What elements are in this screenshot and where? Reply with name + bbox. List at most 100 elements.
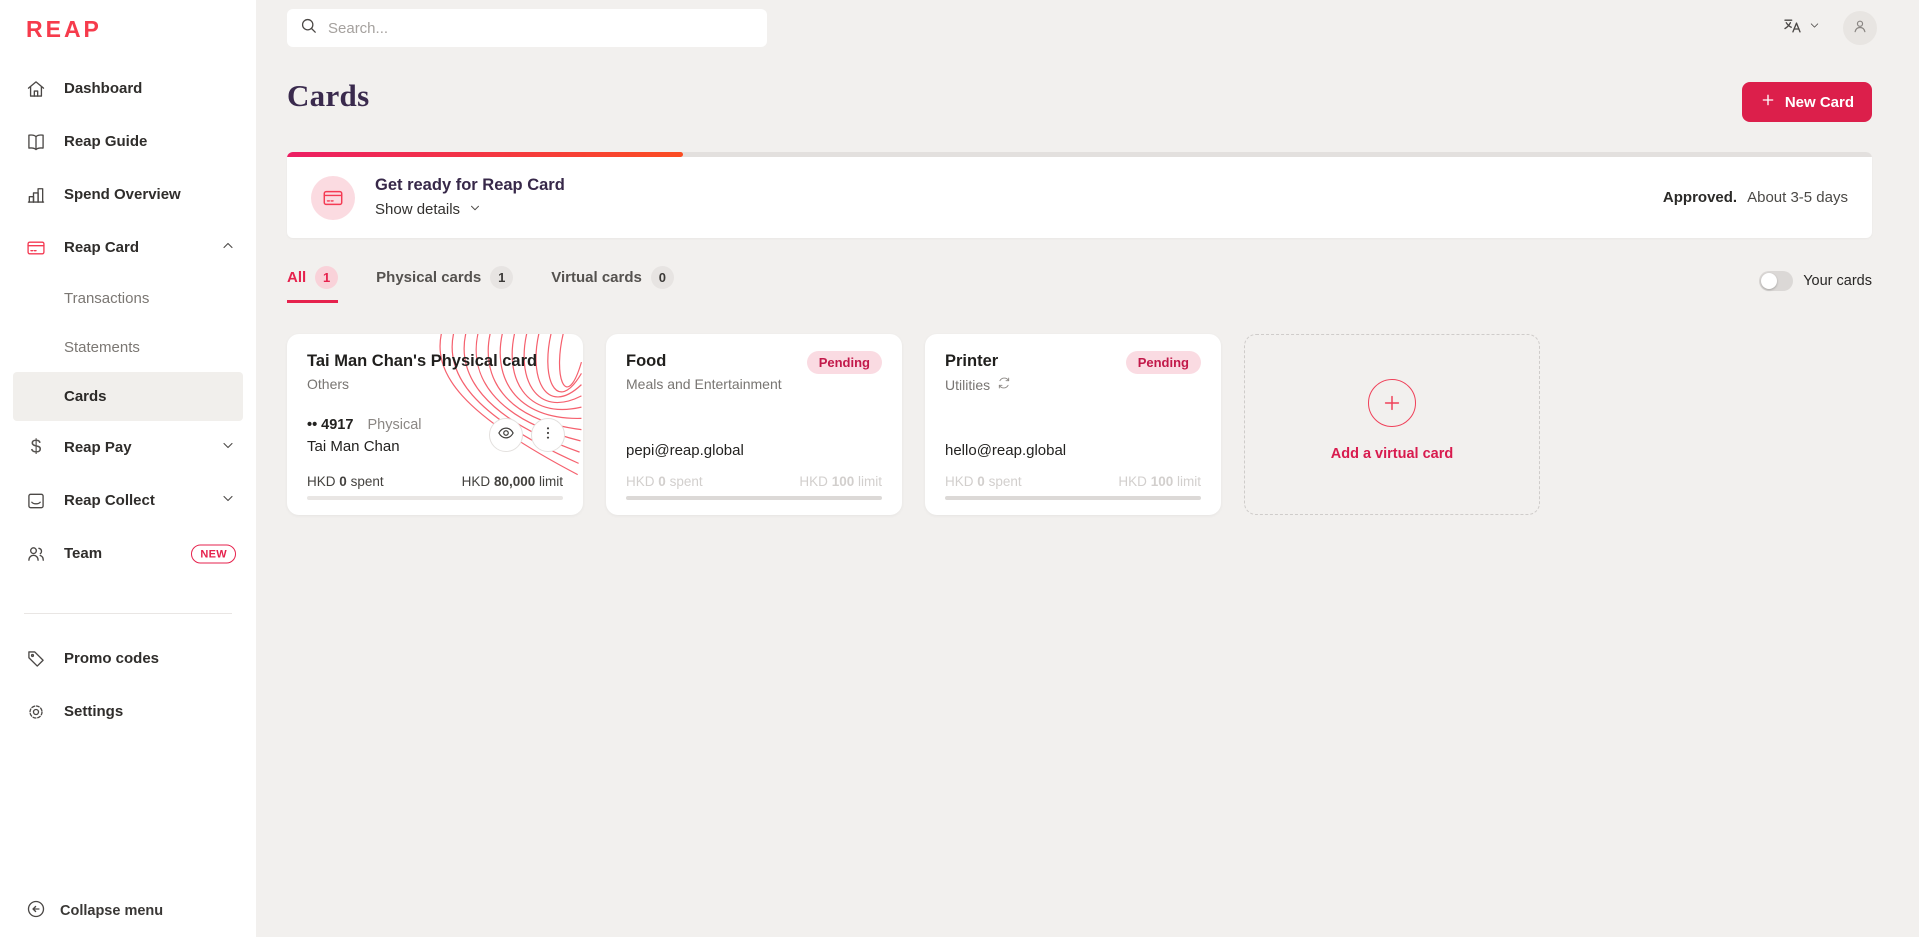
cards-grid: Tai Man Chan's Physical card Others •• 4… — [287, 334, 1540, 515]
tab-label: Physical cards — [376, 269, 482, 286]
banner-title: Get ready for Reap Card — [375, 175, 565, 194]
new-badge: NEW — [191, 544, 236, 563]
add-virtual-card-button[interactable]: Add a virtual card — [1244, 334, 1540, 515]
tab-count-badge: 1 — [490, 266, 514, 289]
spend-progress-bar — [307, 496, 563, 500]
card-filter-tabs: All 1 Physical cards 1 Virtual cards 0 — [287, 266, 674, 303]
translate-icon — [1782, 16, 1803, 41]
sidebar-nav: Dashboard Reap Guide Spend Overview Reap… — [0, 62, 256, 738]
sidebar-item-label: Dashboard — [64, 80, 143, 97]
topbar-actions — [1782, 11, 1877, 45]
card-tile-physical[interactable]: Tai Man Chan's Physical card Others •• 4… — [287, 334, 583, 515]
add-virtual-card-label: Add a virtual card — [1330, 446, 1454, 462]
recurring-icon — [997, 376, 1011, 393]
spend-progress-bar — [626, 496, 882, 500]
bar-chart-icon — [26, 185, 46, 205]
tab-label: All — [287, 269, 307, 286]
status-detail: About 3-5 days — [1747, 189, 1848, 206]
sidebar-item-reap-guide[interactable]: Reap Guide — [0, 115, 256, 168]
card-category: Meals and Entertainment — [626, 376, 782, 392]
spent-amount: HKD 0 spent — [945, 474, 1022, 489]
status-badge: Pending — [806, 351, 882, 374]
banner-progress-fill — [287, 152, 684, 157]
card-spend-summary: HKD 0 spent HKD 100 limit — [945, 474, 1201, 489]
sidebar-item-dashboard[interactable]: Dashboard — [0, 62, 256, 115]
card-masked-number: •• 4917 — [307, 417, 354, 433]
limit-amount: HKD 100 limit — [1118, 474, 1201, 489]
plus-icon — [1760, 92, 1776, 112]
reap-card-banner: Get ready for Reap Card Show details App… — [287, 152, 1872, 238]
show-details-button[interactable]: Show details — [375, 201, 482, 219]
sidebar-item-transactions[interactable]: Transactions — [0, 274, 256, 323]
search-bar — [287, 9, 767, 47]
sidebar-item-cards[interactable]: Cards — [13, 372, 243, 421]
sidebar: REAP Dashboard Reap Guide Spend Overview — [0, 0, 256, 937]
collapse-menu-button[interactable]: Collapse menu — [26, 899, 163, 923]
banner-text: Get ready for Reap Card Show details — [375, 176, 1663, 220]
user-avatar[interactable] — [1843, 11, 1877, 45]
chevron-down-icon — [468, 201, 482, 219]
sidebar-item-label: Team — [64, 545, 103, 562]
sidebar-item-reap-card[interactable]: Reap Card — [0, 221, 256, 274]
card-tile-food[interactable]: Food Meals and Entertainment Pending pep… — [606, 334, 902, 515]
sidebar-item-reap-pay[interactable]: $ Reap Pay — [0, 421, 256, 474]
banner-progress-track — [287, 152, 1872, 157]
sidebar-item-label: Spend Overview — [64, 186, 181, 203]
plus-circle-icon — [1368, 379, 1416, 427]
card-details: •• 4917 Physical Tai Man Chan — [307, 417, 421, 455]
your-cards-toggle-group: Your cards — [1759, 271, 1872, 291]
card-owner-email: pepi@reap.global — [626, 442, 744, 459]
tag-icon — [26, 649, 46, 669]
sidebar-item-label: Reap Card — [64, 239, 140, 256]
team-icon — [26, 544, 46, 564]
spend-progress-bar — [945, 496, 1201, 500]
tab-all[interactable]: All 1 — [287, 266, 339, 303]
language-selector[interactable] — [1782, 16, 1821, 41]
sidebar-item-reap-collect[interactable]: Reap Collect — [0, 474, 256, 527]
card-title: Food — [626, 352, 667, 370]
sidebar-item-settings[interactable]: Settings — [0, 685, 256, 738]
status-approved: Approved. — [1662, 189, 1738, 206]
tab-count-badge: 0 — [650, 266, 674, 289]
sidebar-divider — [24, 613, 232, 614]
collapse-menu-label: Collapse menu — [60, 903, 164, 919]
status-badge: Pending — [1125, 351, 1201, 374]
reveal-card-button[interactable] — [489, 418, 523, 452]
sidebar-item-statements[interactable]: Statements — [0, 323, 256, 372]
chevron-up-icon — [220, 237, 236, 258]
dollar-icon: $ — [30, 436, 42, 458]
eye-icon — [497, 424, 515, 447]
page-title: Cards — [287, 78, 370, 113]
show-details-label: Show details — [375, 201, 461, 219]
sidebar-item-spend-overview[interactable]: Spend Overview — [0, 168, 256, 221]
your-cards-label: Your cards — [1803, 273, 1872, 289]
collapse-arrow-icon — [26, 899, 46, 924]
new-card-button[interactable]: New Card — [1741, 82, 1872, 122]
search-input[interactable] — [328, 19, 755, 37]
limit-amount: HKD 80,000 limit — [461, 474, 563, 489]
kebab-menu-icon — [540, 425, 556, 446]
card-tile-printer[interactable]: Printer Utilities Pending hello@reap.glo… — [925, 334, 1221, 515]
chevron-down-icon — [1808, 19, 1821, 37]
tab-label: Virtual cards — [551, 269, 642, 286]
card-menu-button[interactable] — [531, 418, 565, 452]
sidebar-item-label: Reap Pay — [64, 439, 132, 456]
card-icon-circle — [311, 175, 355, 220]
sidebar-item-label: Reap Collect — [64, 492, 155, 509]
limit-amount: HKD 100 limit — [799, 474, 882, 489]
chevron-down-icon — [220, 490, 236, 511]
toggle-knob — [1761, 273, 1778, 289]
sidebar-item-promo-codes[interactable]: Promo codes — [0, 632, 256, 685]
sidebar-subitem-label: Cards — [64, 388, 107, 405]
sidebar-item-team[interactable]: Team NEW — [0, 527, 256, 580]
gear-icon — [26, 702, 46, 722]
sidebar-subitem-label: Statements — [64, 339, 140, 356]
search-icon — [299, 16, 318, 40]
tab-virtual-cards[interactable]: Virtual cards 0 — [551, 266, 674, 303]
spent-amount: HKD 0 spent — [307, 474, 384, 489]
banner-status: Approved. About 3-5 days — [1663, 189, 1848, 206]
your-cards-toggle[interactable] — [1759, 271, 1794, 291]
card-category: Utilities — [945, 376, 991, 393]
tab-physical-cards[interactable]: Physical cards 1 — [376, 266, 514, 303]
card-spend-summary: HKD 0 spent HKD 80,000 limit — [307, 474, 563, 489]
